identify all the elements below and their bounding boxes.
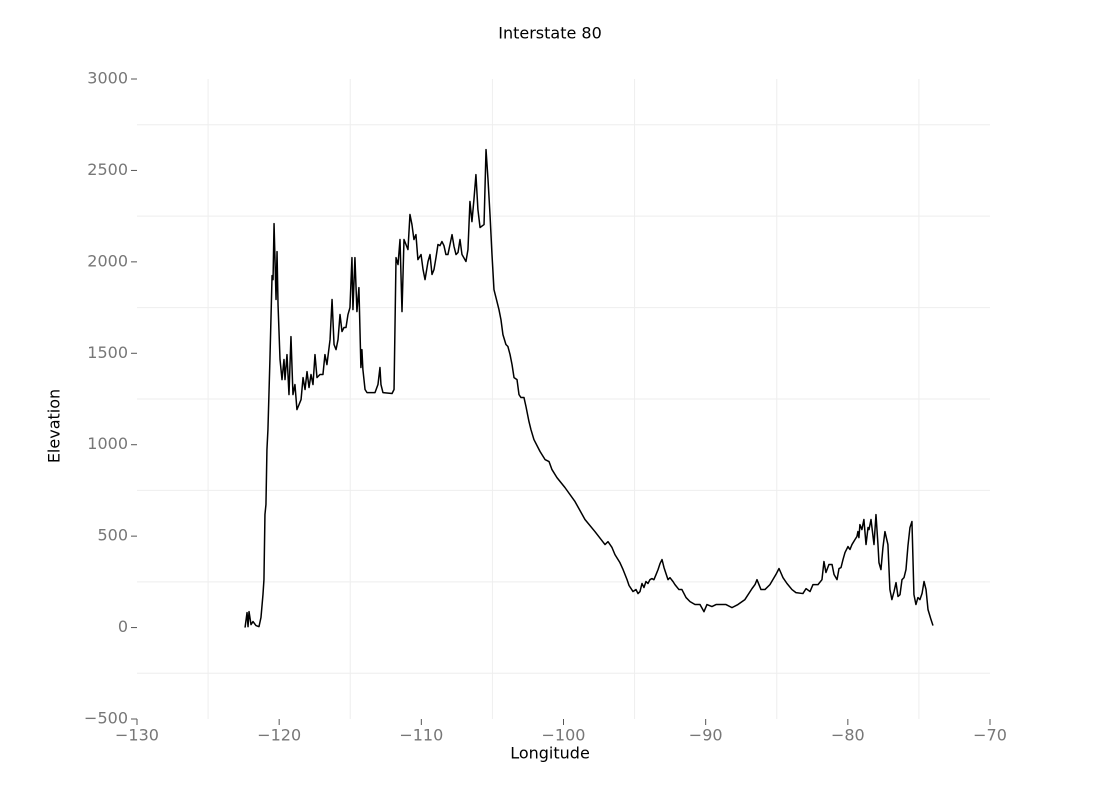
- y-tick-label: 3000: [87, 69, 128, 88]
- y-tick-label: 2500: [87, 160, 128, 179]
- elevation-line: [244, 148, 934, 628]
- x-axis-label: Longitude: [510, 744, 590, 763]
- x-tick-label: −110: [399, 726, 443, 745]
- y-tick-label: −500: [84, 709, 128, 728]
- y-tick-label: 2000: [87, 251, 128, 270]
- x-tick-label: −80: [831, 726, 865, 745]
- y-tick-label: 1000: [87, 434, 128, 453]
- x-tick-label: −100: [542, 726, 586, 745]
- x-tick-label: −130: [115, 726, 159, 745]
- x-tick-label: −90: [689, 726, 723, 745]
- x-tick-label: −120: [257, 726, 301, 745]
- chart-title: Interstate 80: [498, 24, 602, 43]
- y-tick-label: 0: [118, 617, 128, 636]
- x-tick-label: −70: [973, 726, 1007, 745]
- y-tick-label: 500: [97, 526, 128, 545]
- y-axis-label: Elevation: [45, 389, 64, 463]
- y-tick-label: 1500: [87, 343, 128, 362]
